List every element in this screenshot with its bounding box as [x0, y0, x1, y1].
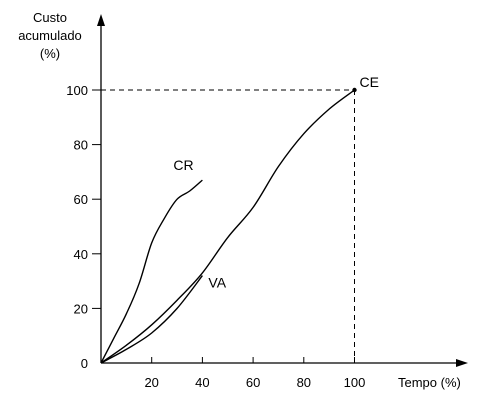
y-axis-title-line-3: (%)	[40, 46, 60, 61]
axes	[97, 14, 468, 367]
y-tick-label: 0	[81, 356, 88, 371]
y-tick-label: 40	[74, 247, 88, 262]
series-label-ce: CE	[360, 74, 379, 90]
x-axis-arrow	[456, 359, 468, 367]
x-tick-label: 80	[297, 375, 311, 390]
y-axis-arrow	[97, 14, 105, 26]
y-axis-title: Custo acumulado (%)	[18, 10, 82, 61]
x-tick-label: 60	[246, 375, 260, 390]
y-axis-title-line-2: acumulado	[18, 28, 82, 43]
reference-lines	[101, 89, 355, 363]
series-line-cr	[100, 179, 203, 364]
series-line-va	[100, 275, 203, 364]
y-tick-label: 100	[66, 83, 88, 98]
y-tick-label: 80	[74, 138, 88, 153]
y-tick-label: 60	[74, 192, 88, 207]
series-label-cr: CR	[173, 157, 193, 173]
y-axis-title-line-1: Custo	[33, 10, 67, 25]
series-line-ce	[100, 89, 355, 364]
end-point-marker	[352, 87, 357, 93]
x-axis-title: Tempo (%)	[398, 375, 461, 390]
x-tick-label: 100	[344, 375, 366, 390]
ticks-group: 20 40 60 80 100 0 20 40 60 80 100	[66, 83, 365, 390]
x-tick-label: 20	[144, 375, 158, 390]
series-label-va: VA	[208, 275, 226, 291]
x-tick-label: 40	[195, 375, 209, 390]
y-tick-label: 20	[74, 301, 88, 316]
series-group: CE CR VA	[100, 74, 379, 364]
